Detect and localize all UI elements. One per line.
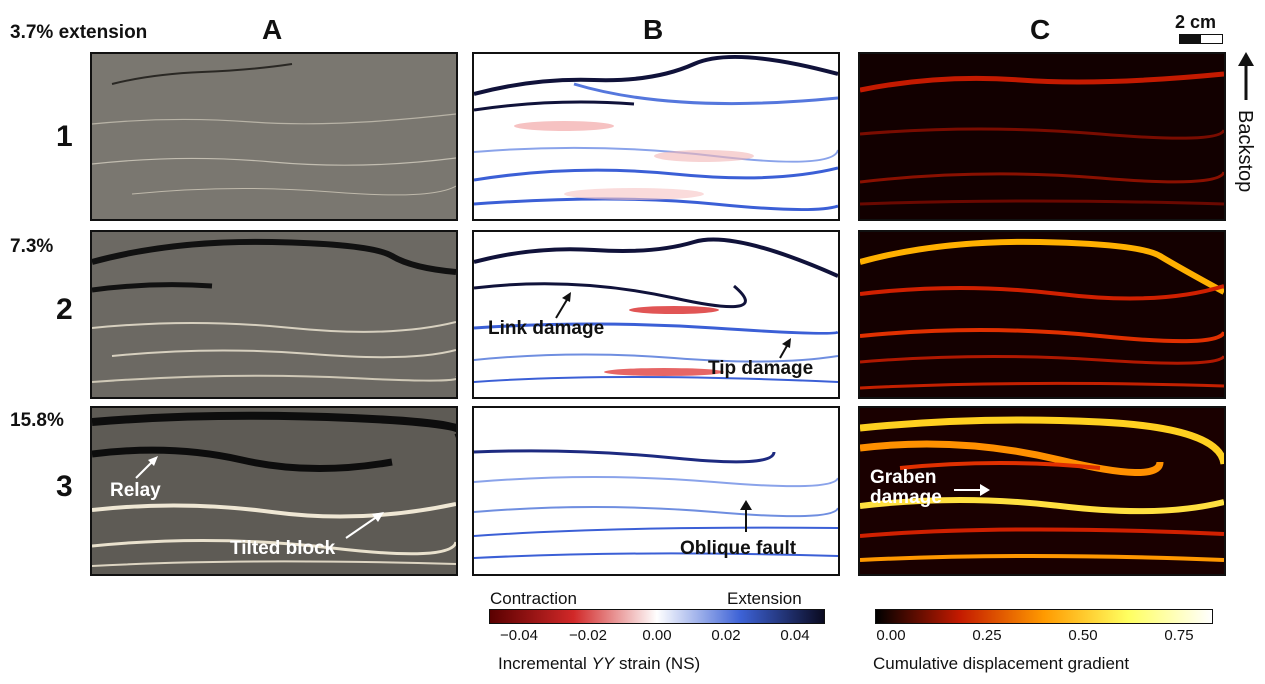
oblique-fault-arrow-icon <box>740 500 752 532</box>
colorbar-b-title-prefix: Incremental <box>498 654 592 673</box>
colorbar-c-tick: 0.00 <box>876 627 906 644</box>
tilted-block-arrow-icon <box>345 512 384 539</box>
strain-panel-b1 <box>472 52 840 221</box>
colorbar-b-tick: 0.04 <box>780 627 810 644</box>
gradient-panel-c1 <box>858 52 1226 221</box>
strain-panel-b3: Oblique fault <box>472 406 840 576</box>
row-number-3: 3 <box>56 470 73 503</box>
tip-damage-arrow-icon <box>779 338 791 359</box>
extension-label: 3.7% extension <box>10 22 148 43</box>
backstop-label: Backstop <box>1234 110 1256 193</box>
colorbar-b-tick: −0.02 <box>569 627 607 644</box>
colorbar-c <box>875 609 1213 624</box>
strain-panel-b2: Link damage Tip damage <box>472 230 840 399</box>
colorbar-b-right-label: Extension <box>727 589 802 608</box>
annotation-tilted-block: Tilted block <box>230 538 336 559</box>
row-percent-2: 7.3% <box>10 236 54 257</box>
colorbar-b-tick: 0.00 <box>642 627 672 644</box>
scale-bar-label: 2 cm <box>1175 12 1217 32</box>
column-label-a: A <box>262 14 283 45</box>
annotation-tip-damage: Tip damage <box>708 358 814 379</box>
photo-panel-a1 <box>90 52 458 221</box>
column-label-b: B <box>643 14 664 45</box>
colorbar-b <box>489 609 825 624</box>
backstop-arrow-icon <box>1236 52 1256 102</box>
row-percent-3: 15.8% <box>10 410 64 431</box>
colorbar-b-tick: −0.04 <box>500 627 538 644</box>
row-number-2: 2 <box>56 293 73 326</box>
gradient-panel-c2 <box>858 230 1226 399</box>
colorbar-b-title-italic: YY <box>591 654 615 673</box>
colorbar-b-ticks: −0.04 −0.02 0.00 0.02 0.04 <box>489 627 825 647</box>
row-number-1: 1 <box>56 120 73 153</box>
colorbar-b-title: Incremental YY strain (NS) <box>498 654 700 674</box>
link-damage-arrow-icon <box>555 292 571 319</box>
graben-damage-arrow-icon <box>954 484 990 496</box>
photo-panel-a3: Relay Tilted block <box>90 406 458 576</box>
annotation-link-damage: Link damage <box>488 318 605 339</box>
colorbar-b-left-label: Contraction <box>490 589 577 608</box>
scale-bar <box>1179 34 1223 44</box>
colorbar-b-title-suffix: strain (NS) <box>614 654 701 673</box>
relay-arrow-icon <box>135 456 158 479</box>
gradient-panel-c3: Graben damage <box>858 406 1226 576</box>
annotation-relay: Relay <box>110 480 161 501</box>
colorbar-c-tick: 0.75 <box>1164 627 1194 644</box>
column-label-c: C <box>1030 14 1051 45</box>
annotation-graben-damage: Graben damage <box>870 467 942 508</box>
colorbar-c-ticks: 0.00 0.25 0.50 0.75 <box>875 627 1213 647</box>
colorbar-c-tick: 0.50 <box>1068 627 1098 644</box>
colorbar-c-tick: 0.25 <box>972 627 1002 644</box>
colorbar-b-tick: 0.02 <box>711 627 741 644</box>
colorbar-c-title: Cumulative displacement gradient <box>873 654 1130 673</box>
annotation-oblique-fault: Oblique fault <box>680 538 797 559</box>
photo-panel-a2 <box>90 230 458 399</box>
